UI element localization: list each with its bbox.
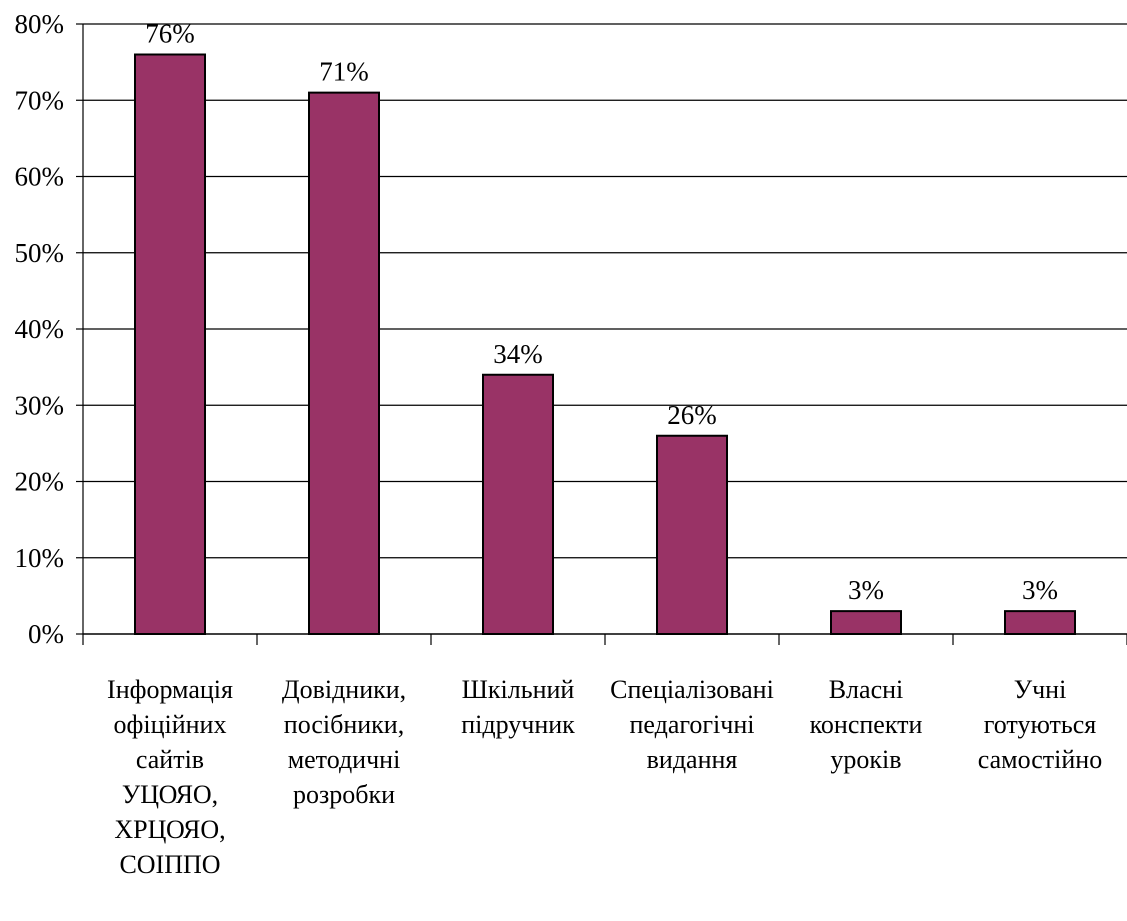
y-tick-label: 40%	[15, 314, 65, 344]
category-label: Інформація офіційних сайтів УЦОЯО, ХРЦОЯО, СО…	[107, 675, 233, 879]
bars	[134, 53, 1076, 635]
y-tick-label: 50%	[15, 238, 65, 268]
bar	[830, 610, 902, 635]
data-label: 3%	[848, 575, 884, 605]
category-label: Шкільний підручник	[461, 675, 575, 739]
y-tick-label: 10%	[15, 543, 65, 573]
data-labels: 76% 71% 34% 26% 3% 3%	[145, 19, 1058, 606]
data-label: 71%	[319, 57, 369, 87]
data-label: 26%	[667, 400, 717, 430]
bar	[134, 53, 206, 635]
data-label: 76%	[145, 19, 195, 49]
data-label: 3%	[1022, 575, 1058, 605]
category-label: Спеціалізовані педагогічні видання	[610, 675, 774, 774]
x-axis-category-labels: Інформація офіційних сайтів УЦОЯО, ХРЦОЯО, СО…	[107, 675, 1102, 879]
bar	[1004, 610, 1076, 635]
category-label: Довідники, посібники, методичні розробки	[282, 675, 406, 809]
data-label: 34%	[493, 339, 543, 369]
gridlines	[83, 23, 1127, 559]
bar	[308, 91, 380, 635]
y-tick-label: 0%	[28, 619, 64, 649]
y-axis-tick-labels: 0% 10% 20% 30% 40% 50% 60% 70% 80%	[15, 9, 65, 649]
bar	[656, 434, 728, 635]
y-tick-label: 60%	[15, 162, 65, 192]
category-label: Учні готуються самостійно	[978, 675, 1102, 774]
y-tick-label: 30%	[15, 390, 65, 420]
y-tick-label: 20%	[15, 467, 65, 497]
bar	[482, 373, 554, 635]
y-tick-label: 80%	[15, 9, 65, 39]
axes	[76, 23, 1127, 645]
y-tick-label: 70%	[15, 85, 65, 115]
category-label: Власні конспекти уроків	[810, 675, 923, 774]
